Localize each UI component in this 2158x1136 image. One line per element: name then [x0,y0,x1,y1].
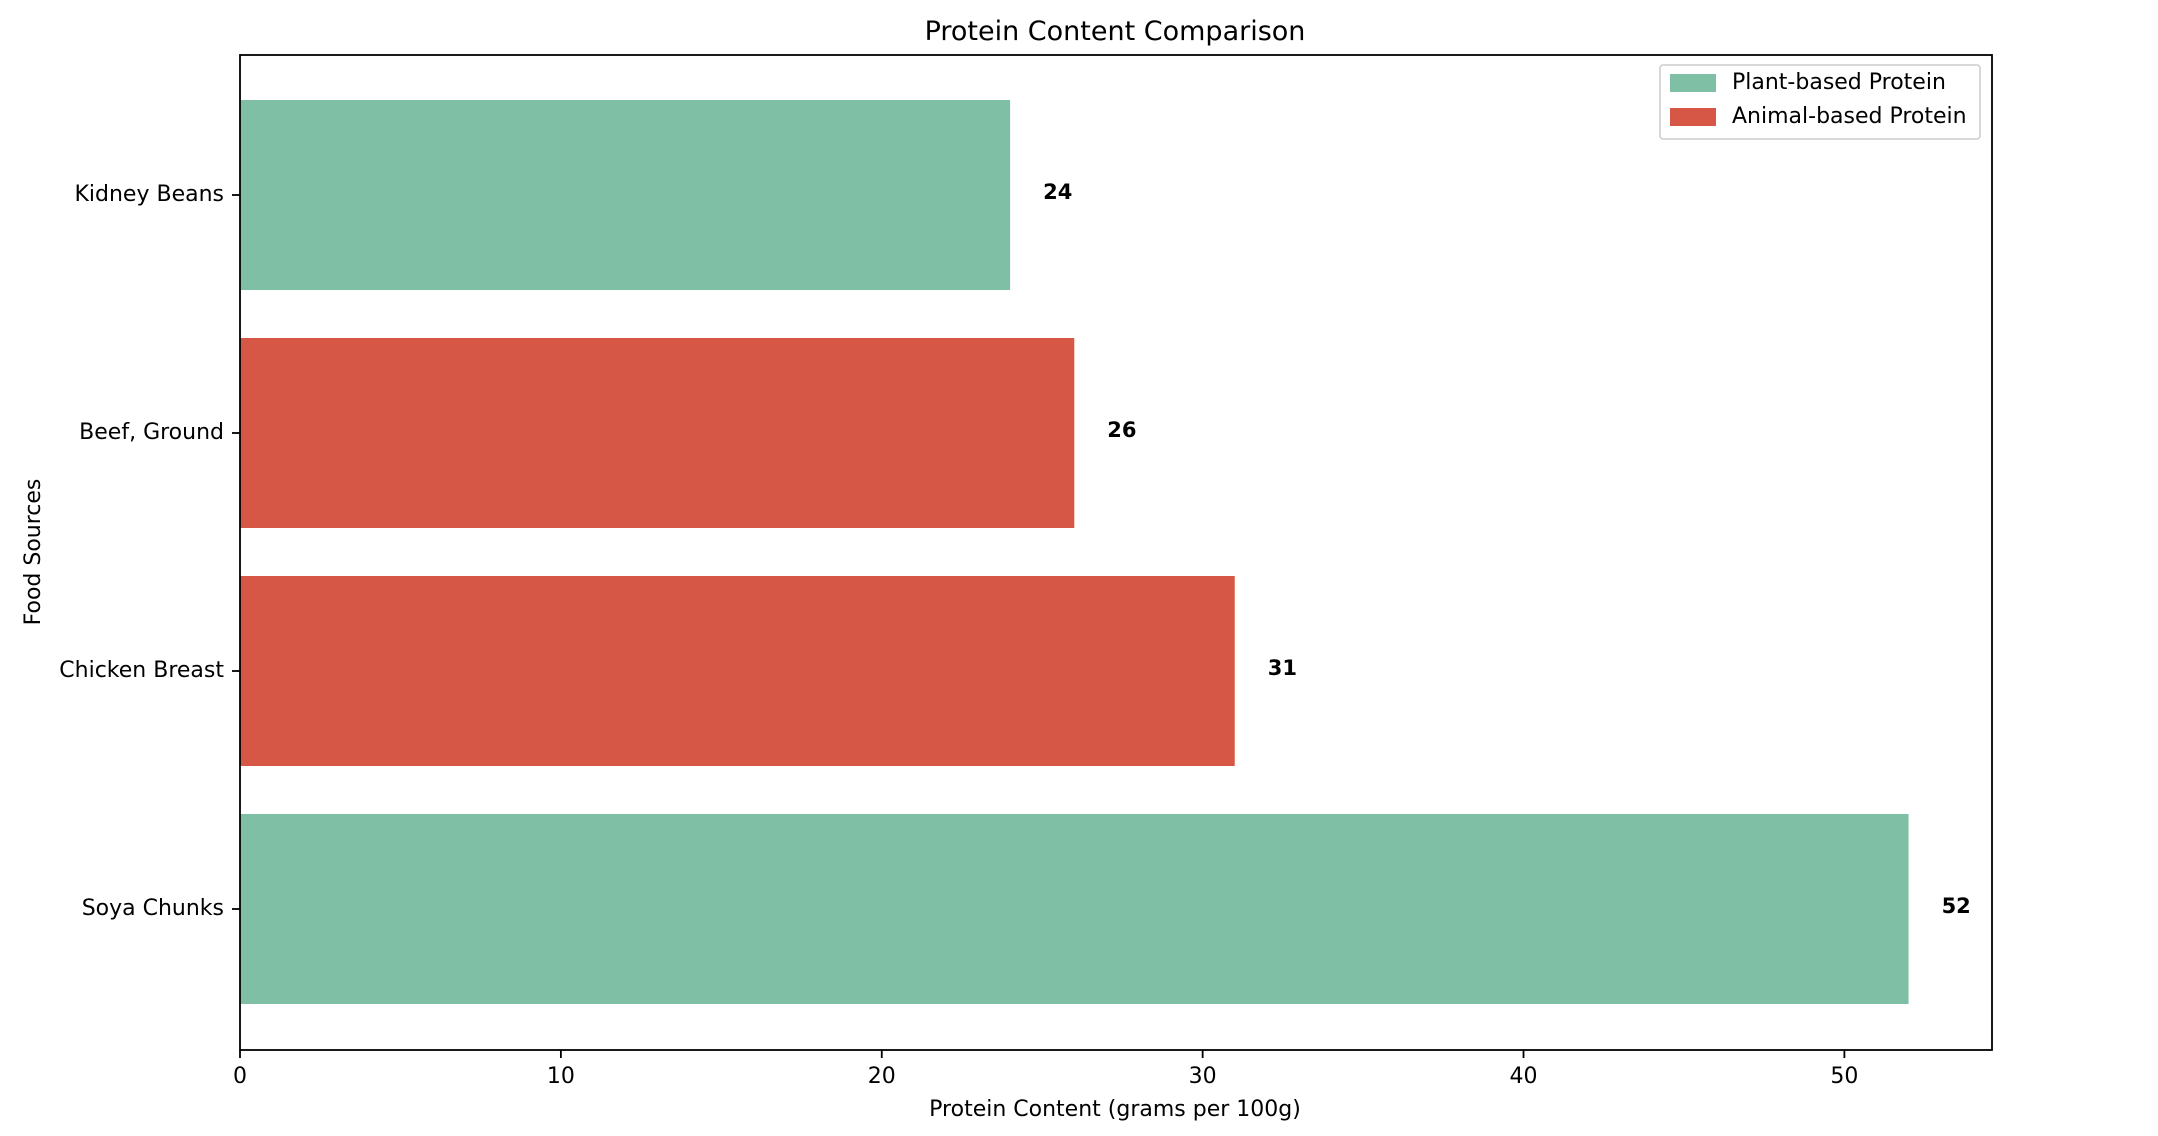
x-tick-label: 40 [1510,1064,1538,1089]
bar-beef-ground [240,338,1075,528]
value-label: 52 [1942,894,1971,918]
y-tick-label: Soya Chunks [82,896,224,921]
x-tick-label: 50 [1830,1064,1858,1089]
x-tick-label: 10 [547,1064,575,1089]
legend-label: Plant-based Protein [1732,70,1946,95]
x-axis: 0 10 20 30 40 50 [233,1050,1858,1089]
bar-chicken-breast [240,576,1235,766]
x-tick-label: 30 [1189,1064,1217,1089]
legend-swatch [1670,74,1716,92]
legend-swatch [1670,108,1716,126]
plot-frame [239,54,1993,1051]
value-label: 24 [1043,180,1072,204]
chart-title: Protein Content Comparison [925,16,1306,47]
y-tick-label: Beef, Ground [79,420,224,445]
y-tick-label: Kidney Beans [74,182,224,207]
legend: Plant-based Protein Animal-based Protein [1659,64,1981,140]
bar-kidney-beans [240,100,1011,290]
legend-box [1659,64,1981,140]
y-tick-label: Chicken Breast [59,658,224,683]
value-label: 31 [1268,656,1297,680]
bar-soya-chunks [240,814,1909,1004]
x-axis-label: Protein Content (grams per 100g) [929,1097,1301,1122]
value-labels-layer: 24 26 31 52 [1043,180,1971,918]
x-tick-label: 20 [868,1064,896,1089]
y-axis-label: Food Sources [21,479,46,626]
legend-label: Animal-based Protein [1732,104,1967,129]
bars-layer [240,100,1909,1004]
y-axis: Kidney Beans Beef, Ground Chicken Breast So… [59,182,240,921]
x-tick-label: 0 [233,1064,247,1089]
value-label: 26 [1107,418,1136,442]
